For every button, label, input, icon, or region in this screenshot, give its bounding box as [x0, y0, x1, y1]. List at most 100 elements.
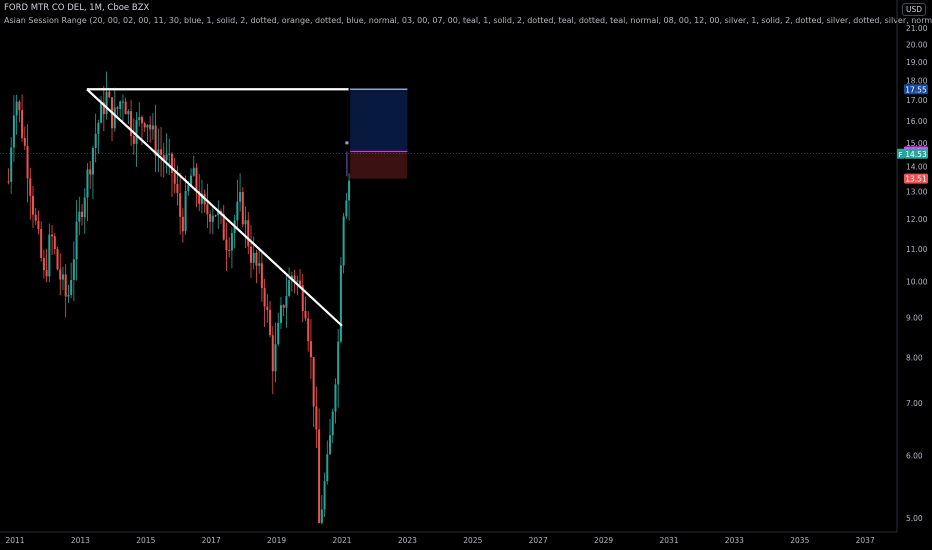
candle-body: [138, 117, 141, 121]
candle-body: [72, 259, 75, 280]
candle-body: [345, 200, 348, 217]
candle-body: [149, 124, 152, 130]
candle-body: [48, 234, 51, 277]
time-axis[interactable]: 2011 2013 2015 2017 2019 2021 2023 2025 2027 2029…: [0, 531, 897, 545]
candle-body: [40, 228, 43, 259]
candle-body: [29, 178, 32, 196]
candle-body: [228, 249, 231, 251]
candle-body: [34, 214, 37, 221]
candle-body: [165, 154, 168, 161]
candle-body: [266, 306, 269, 310]
candle-body: [184, 190, 187, 232]
candle-body: [263, 287, 266, 307]
price-tag-label: 17.55: [905, 85, 927, 94]
time-tick-label: 2027: [529, 536, 548, 545]
candle-body: [78, 211, 81, 222]
indicator-legend[interactable]: Asian Session Range (20, 00, 02, 00, 11,…: [4, 16, 932, 25]
candle-body: [323, 481, 326, 510]
candle-body: [288, 279, 291, 296]
candle-body: [326, 454, 329, 482]
candle-body: [187, 185, 190, 191]
time-tick-label: 2015: [136, 536, 155, 545]
candle-body: [271, 335, 274, 372]
price-tick-label: 14.00: [906, 162, 928, 171]
candle-body: [176, 183, 179, 194]
candle-body: [53, 236, 56, 250]
price-tag-prefix: F: [899, 151, 903, 159]
candle-body: [23, 137, 26, 146]
candle-body: [70, 279, 73, 296]
time-tick-label: 2017: [202, 536, 221, 545]
candle-body: [86, 169, 89, 198]
time-tick-label: 2025: [463, 536, 482, 545]
price-tag-box: [904, 173, 928, 184]
candle-body: [222, 214, 225, 240]
candle-body: [179, 193, 182, 217]
candle-body: [331, 411, 334, 436]
candle-body: [230, 232, 233, 251]
trend-line: [86, 88, 343, 327]
price-tick-label: 13.00: [906, 188, 928, 197]
candle-body: [255, 252, 258, 266]
price-tick-label: 12.00: [906, 215, 928, 224]
candle-body: [124, 101, 127, 115]
candle-body: [209, 214, 212, 222]
time-tick-label: 2021: [332, 536, 351, 545]
candle-body: [320, 509, 323, 523]
time-tick-label: 2031: [659, 536, 678, 545]
candle-body: [61, 274, 64, 280]
candle-body: [94, 133, 97, 149]
candle-body: [130, 111, 133, 136]
symbol-title[interactable]: FORD MTR CO DEL, 1M, Cboe BZX: [4, 3, 150, 13]
candle-body: [31, 195, 34, 215]
candle-body: [56, 249, 59, 270]
candle-body: [339, 265, 342, 342]
candle-body: [225, 239, 228, 250]
long-position-handle: [345, 141, 349, 145]
candle-body: [143, 123, 146, 128]
candle-body: [247, 220, 250, 247]
candle-body: [67, 295, 70, 297]
candle-body: [258, 263, 261, 266]
candle-body: [15, 101, 18, 116]
price-tag-prefix-box: [897, 148, 904, 159]
candle-body: [135, 120, 138, 144]
candle-body: [51, 234, 54, 237]
price-tag-box: [904, 84, 928, 95]
candle-body: [249, 246, 252, 263]
candle-body: [348, 180, 351, 201]
long-position-target-zone: [350, 89, 408, 152]
candle-body: [304, 310, 307, 319]
candle-body: [170, 153, 173, 173]
candle-body: [75, 221, 78, 260]
time-tick-label: 2013: [71, 536, 90, 545]
candle-body: [239, 192, 242, 202]
candle-body: [116, 107, 119, 109]
price-tick-label: 20.00: [906, 41, 928, 50]
price-tick-label: 10.00: [906, 277, 928, 286]
candle-body: [21, 110, 24, 138]
candle-body: [236, 201, 239, 221]
candle-body: [296, 280, 299, 282]
candle-body: [26, 145, 29, 179]
candle-body: [244, 220, 247, 225]
candle-body: [307, 318, 310, 342]
currency-button[interactable]: USD: [901, 3, 926, 16]
candle-body: [312, 357, 315, 407]
price-tag-box: [904, 148, 928, 159]
candle-body: [299, 280, 302, 286]
price-tick-label: 21.00: [906, 24, 928, 33]
candle-body: [89, 169, 92, 175]
candle-body: [151, 125, 154, 130]
price-axis[interactable]: 21.00 20.00 19.00 18.00 17.00 16.00 15.00 14.00…: [896, 0, 928, 532]
time-tick-label: 2035: [790, 536, 809, 545]
candle-body: [277, 323, 280, 345]
price-tick-label: 5.00: [906, 514, 923, 523]
time-tick-label: 2019: [267, 536, 286, 545]
price-tag-label: 14.53: [905, 150, 927, 159]
candle-body: [214, 215, 217, 217]
candle-body: [190, 175, 193, 186]
candle-body: [10, 147, 13, 182]
